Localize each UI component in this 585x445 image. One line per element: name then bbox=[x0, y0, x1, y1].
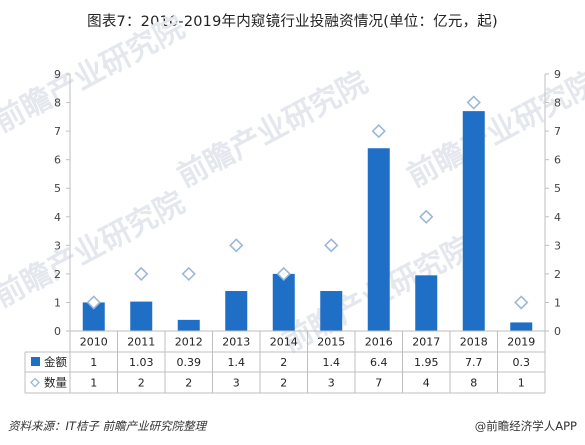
amount-value: 0.3 bbox=[513, 356, 531, 369]
legend-diamond-swatch bbox=[30, 377, 40, 388]
y-tick-label-left: 1 bbox=[54, 296, 61, 309]
y-tick-label-right: 5 bbox=[554, 182, 561, 195]
bar-2017 bbox=[415, 275, 438, 331]
x-tick-label: 2017 bbox=[412, 336, 440, 349]
y-tick-label-left: 6 bbox=[54, 154, 61, 167]
amount-value: 6.4 bbox=[370, 356, 388, 369]
count-value: 2 bbox=[185, 377, 192, 390]
y-tick-label-left: 4 bbox=[54, 211, 61, 224]
y-tick-label-right: 0 bbox=[554, 325, 561, 338]
y-tick-label-left: 2 bbox=[54, 268, 61, 281]
x-tick-label: 2013 bbox=[222, 336, 250, 349]
y-tick-label-left: 9 bbox=[54, 68, 61, 81]
bar-2011 bbox=[130, 301, 153, 331]
bar-series bbox=[82, 111, 533, 331]
amount-value: 1.4 bbox=[323, 356, 341, 369]
marker-2012 bbox=[181, 266, 196, 282]
bar-2015 bbox=[320, 291, 343, 331]
legend-label-amount: 金额 bbox=[44, 355, 67, 369]
bar-2012 bbox=[177, 319, 200, 331]
marker-2017 bbox=[419, 209, 434, 224]
y-tick-label-right: 7 bbox=[554, 125, 561, 138]
brand-label: @前瞻经济学人APP bbox=[474, 419, 577, 433]
amount-value: 2 bbox=[280, 356, 287, 369]
y-tick-label-right: 9 bbox=[554, 68, 561, 81]
marker-2019 bbox=[514, 295, 529, 310]
x-tick-label: 2016 bbox=[365, 336, 393, 349]
y-tick-label-left: 0 bbox=[54, 325, 61, 338]
bar-2014 bbox=[272, 273, 295, 331]
watermark-text: 前瞻产业研究院 bbox=[0, 185, 191, 314]
y-tick-label-right: 4 bbox=[554, 211, 561, 224]
bar-2013 bbox=[225, 291, 248, 331]
bar-2010 bbox=[82, 302, 105, 331]
chart-title: 图表7：2010-2019年内窥镜行业投融资情况(单位：亿元，起) bbox=[87, 14, 498, 30]
legend-label-count: 数量 bbox=[44, 376, 67, 390]
x-tick-label: 2010 bbox=[80, 336, 108, 349]
x-tick-label: 2012 bbox=[175, 336, 203, 349]
marker-2010 bbox=[86, 295, 101, 310]
count-value: 4 bbox=[423, 377, 430, 390]
legend-bar-swatch bbox=[31, 357, 40, 366]
y-tick-label-right: 8 bbox=[554, 97, 561, 110]
amount-value: 1.4 bbox=[228, 356, 246, 369]
x-tick-label: 2015 bbox=[317, 336, 345, 349]
amount-value: 1 bbox=[90, 356, 97, 369]
count-value: 2 bbox=[138, 377, 145, 390]
bar-2019 bbox=[510, 322, 533, 331]
amount-value: 0.39 bbox=[177, 356, 202, 369]
x-tick-label: 2011 bbox=[127, 336, 155, 349]
marker-2014 bbox=[276, 266, 291, 282]
amount-value: 1.95 bbox=[414, 356, 439, 369]
y-tick-label-right: 3 bbox=[554, 239, 561, 252]
amount-value: 1.03 bbox=[129, 356, 154, 369]
marker-2016 bbox=[371, 123, 386, 139]
y-tick-label-right: 6 bbox=[554, 154, 561, 167]
y-tick-label-right: 2 bbox=[554, 268, 561, 281]
marker-2015 bbox=[324, 238, 339, 253]
bar-2016 bbox=[367, 148, 390, 331]
source-note: 资料来源：IT桔子 前瞻产业研究院整理 bbox=[8, 419, 207, 433]
marker-2013 bbox=[229, 238, 244, 253]
count-value: 1 bbox=[518, 377, 525, 390]
y-tick-label-left: 3 bbox=[54, 239, 61, 252]
count-value: 1 bbox=[90, 377, 97, 390]
count-value: 2 bbox=[280, 377, 287, 390]
amount-value: 7.7 bbox=[465, 356, 483, 369]
y-tick-label-left: 8 bbox=[54, 97, 61, 110]
count-value: 8 bbox=[470, 377, 477, 390]
count-value: 3 bbox=[233, 377, 240, 390]
data-table: 2010 1 1 2011 1.03 2 2012 0.39 2 2013 1.4 3 2014 2 2 20… bbox=[24, 330, 546, 394]
marker-2011 bbox=[134, 266, 149, 282]
x-tick-label: 2014 bbox=[270, 336, 298, 349]
count-value: 3 bbox=[328, 377, 335, 390]
marker-series bbox=[86, 95, 529, 310]
y-tick-label-left: 7 bbox=[54, 125, 61, 138]
y-tick-label-left: 5 bbox=[54, 182, 61, 195]
x-tick-label: 2018 bbox=[460, 336, 488, 349]
bar-2018 bbox=[462, 111, 485, 331]
marker-2018 bbox=[466, 95, 481, 110]
watermark-text: 前瞻产业研究院 bbox=[172, 65, 374, 194]
axes: 0 0 1 1 2 2 3 3 4 4 5 5 6 6 7 7 8 8 9 9 bbox=[54, 68, 561, 338]
count-value: 7 bbox=[375, 377, 382, 390]
x-tick-label: 2019 bbox=[507, 336, 535, 349]
y-tick-label-right: 1 bbox=[554, 296, 561, 309]
watermark-text: 前瞻产业研究院 bbox=[0, 10, 191, 139]
